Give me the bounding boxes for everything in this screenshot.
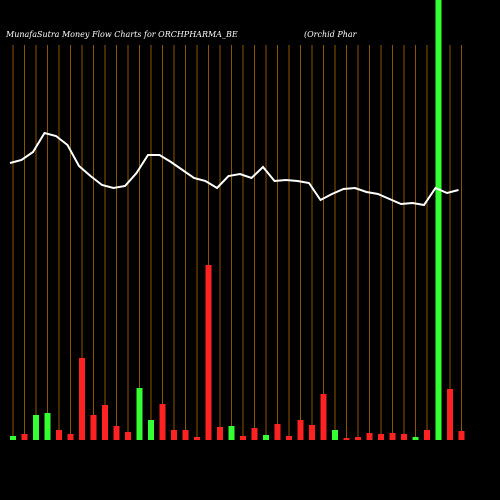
bar <box>435 0 442 440</box>
bar <box>355 437 361 440</box>
bar <box>343 438 350 440</box>
bar <box>56 430 62 440</box>
bar <box>378 434 384 440</box>
bar <box>228 426 235 440</box>
bar <box>320 394 327 440</box>
bar <box>286 436 292 440</box>
bar <box>412 437 419 440</box>
price-line <box>9 131 459 207</box>
bar <box>251 428 258 440</box>
bar <box>136 388 143 440</box>
bar <box>102 405 108 440</box>
bar <box>21 434 28 440</box>
chart-title: MunafaSutra Money Flow Charts for ORCHPH… <box>5 30 238 39</box>
bar <box>44 413 51 440</box>
bar <box>240 436 246 440</box>
bar <box>205 265 212 440</box>
bar <box>10 436 16 440</box>
bar <box>79 358 85 440</box>
bar <box>389 433 396 440</box>
bar <box>90 415 97 440</box>
bar <box>217 427 223 440</box>
bar <box>297 420 304 440</box>
chart-subtitle: (Orchid Phar <box>304 30 358 39</box>
bar <box>171 430 177 440</box>
bar <box>366 433 373 440</box>
bar <box>309 425 315 440</box>
bar <box>113 426 120 440</box>
bar <box>274 424 281 440</box>
bar <box>263 435 269 440</box>
bar <box>33 415 39 440</box>
bar <box>125 432 131 440</box>
bar <box>67 434 74 440</box>
bar <box>194 437 200 440</box>
bar <box>182 430 189 440</box>
bar <box>401 434 407 440</box>
bar <box>148 420 154 440</box>
bar <box>424 430 430 440</box>
bar <box>159 404 166 440</box>
bar <box>332 430 338 440</box>
bar <box>447 389 453 440</box>
bar <box>458 431 465 440</box>
